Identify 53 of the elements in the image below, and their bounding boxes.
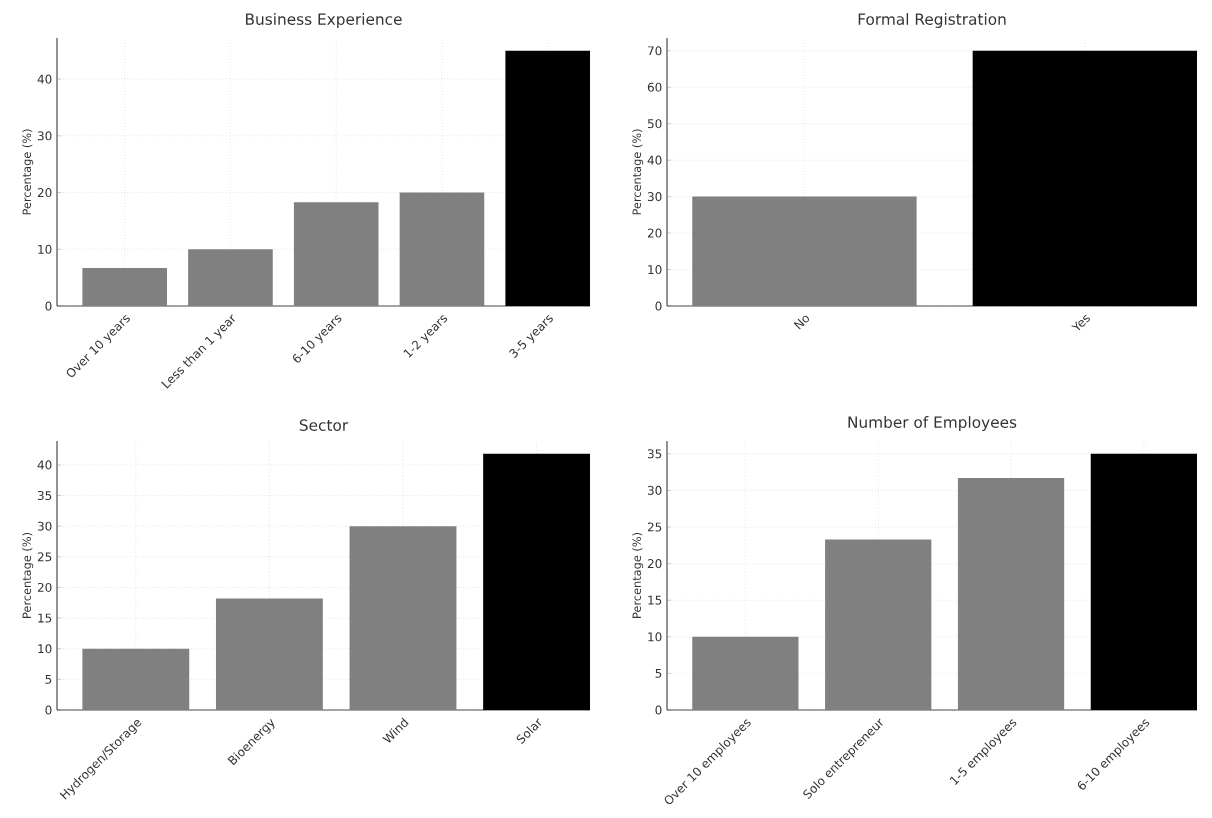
y-tick-label: 10 (648, 632, 662, 642)
y-tick-label: 5 (45, 674, 52, 684)
y-tick-label: 50 (647, 119, 662, 129)
x-tick-label: No (793, 315, 810, 330)
bar (349, 526, 457, 710)
bar (82, 268, 167, 306)
bar (1090, 453, 1198, 710)
y-tick-label: 0 (45, 301, 52, 311)
y-axis-title: Percentage (%) (22, 129, 34, 215)
y-tick-label: 15 (38, 613, 52, 623)
y-tick-label: 5 (655, 668, 662, 678)
y-tick-label: 30 (37, 131, 52, 141)
y-tick-label: 40 (647, 155, 662, 165)
y-tick-label: 40 (37, 460, 52, 470)
y-tick-label: 35 (37, 491, 52, 501)
bar (188, 249, 273, 306)
chart-title: Number of Employees (848, 416, 1017, 431)
y-tick-label: 35 (647, 449, 662, 459)
y-tick-label: 15 (648, 595, 662, 605)
y-tick-label: 0 (45, 705, 52, 715)
y-axis-title: Percentage (%) (22, 532, 34, 618)
bar (483, 453, 591, 710)
y-tick-label: 70 (648, 46, 662, 56)
y-tick-label: 20 (37, 582, 52, 592)
y-tick-label: 60 (647, 82, 662, 92)
y-tick-label: 30 (37, 521, 52, 531)
y-tick-label: 10 (38, 244, 52, 254)
bar (957, 477, 1065, 710)
y-tick-label: 20 (37, 188, 52, 198)
y-tick-label: 10 (648, 264, 662, 275)
y-tick-label: 30 (647, 485, 662, 495)
bar (692, 636, 799, 710)
bar (399, 192, 485, 306)
y-tick-label: 20 (647, 559, 662, 569)
chart-title: Sector (299, 419, 349, 431)
bar (82, 648, 190, 710)
y-tick-label: 20 (647, 228, 662, 238)
y-tick-label: 0 (655, 705, 662, 715)
y-tick-label: 10 (38, 644, 52, 654)
chart-title: Formal Registration (858, 13, 1006, 28)
bar (825, 539, 932, 710)
y-tick-label: 25 (37, 552, 52, 562)
bar (293, 202, 379, 306)
y-axis-title: Percentage (%) (632, 129, 644, 215)
y-axis-title: Percentage (%) (632, 532, 644, 618)
x-tick-label: Yes (1071, 314, 1090, 331)
bar (505, 50, 591, 306)
y-tick-label: 0 (655, 301, 662, 311)
bar (215, 598, 323, 710)
y-tick-label: 40 (37, 74, 52, 84)
y-tick-label: 30 (647, 192, 662, 202)
chart-title: Business Experience (246, 13, 402, 28)
y-tick-label: 25 (647, 522, 662, 532)
